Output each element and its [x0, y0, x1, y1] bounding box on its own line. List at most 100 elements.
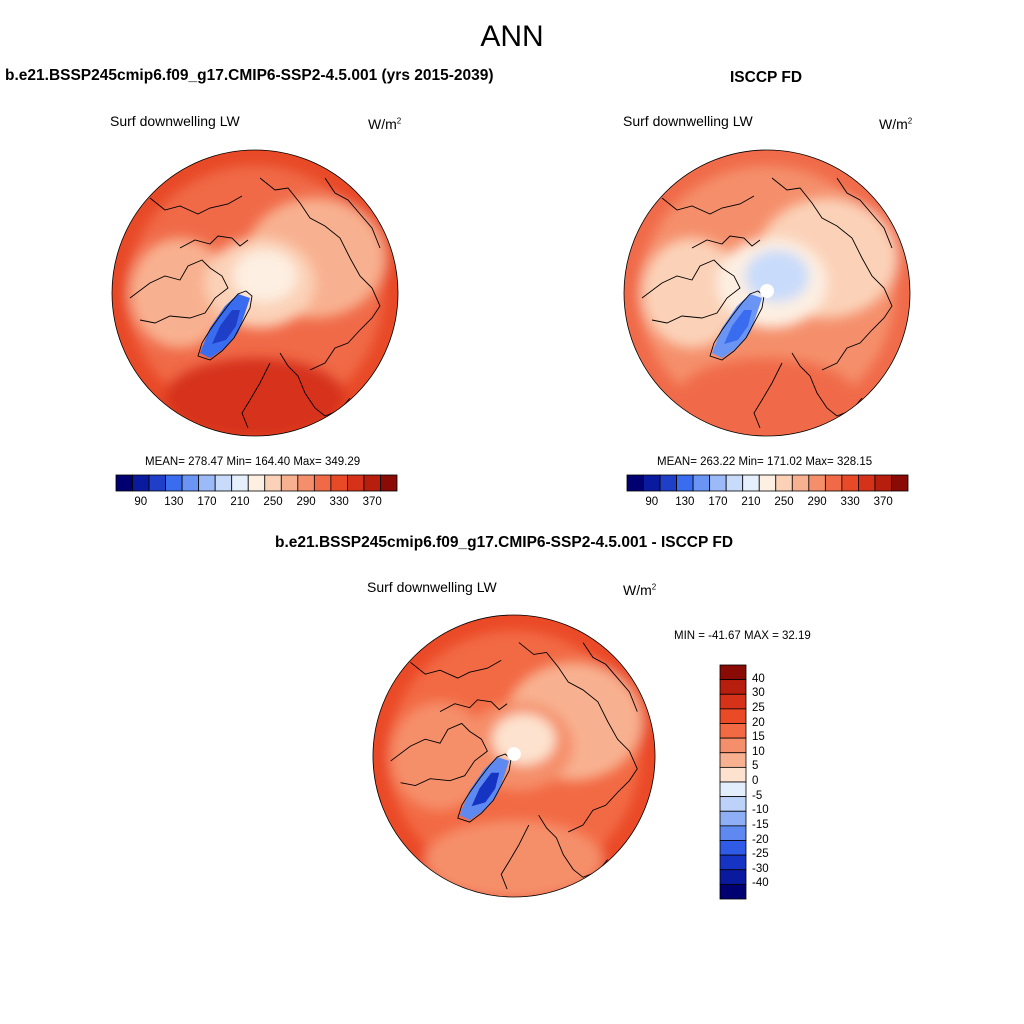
- obs-colorbar-tick-label: 250: [774, 496, 794, 508]
- coastline-arctic-islands: [179, 235, 249, 249]
- diff-polar-map: [372, 614, 656, 898]
- coastline-greenland: [197, 290, 253, 361]
- model-colorbar-swatch: [247, 474, 266, 492]
- diff-colorbar-swatch: [719, 737, 747, 754]
- model-colorbar-swatch: [264, 474, 282, 492]
- model-colorbar-swatch: [330, 474, 348, 492]
- model-variable-label: Surf downwelling LW: [110, 113, 240, 129]
- coastline-atlantic-europe: [753, 362, 783, 429]
- obs-colorbar-swatch: [824, 474, 843, 492]
- field-atlantic: [165, 358, 345, 436]
- diff-colorbar-swatch: [719, 840, 747, 856]
- model-colorbar-tick-label: 130: [164, 496, 184, 508]
- obs-colorbar-swatch: [858, 474, 876, 492]
- diff-stats: MIN = -41.67 MAX = 32.19: [674, 630, 811, 642]
- diff-colorbar-tick-label: 30: [752, 687, 765, 700]
- diff-colorbar: [719, 664, 747, 900]
- map-border: [111, 149, 399, 437]
- diff-colorbar-tick-label: -15: [752, 818, 769, 831]
- diff-colorbar-swatch: [719, 693, 747, 710]
- model-colorbar-tick-label: 290: [296, 496, 316, 508]
- model-colorbar-swatch: [181, 474, 200, 492]
- field-pole: [492, 713, 556, 765]
- obs-colorbar-swatch: [676, 474, 694, 492]
- coastline-eurasia-north: [518, 642, 638, 833]
- diff-colorbar-tick-label: -10: [752, 804, 769, 817]
- model-colorbar-tick-label: 250: [263, 496, 283, 508]
- diff-colorbar-swatch: [719, 869, 747, 885]
- model-colorbar-swatch: [165, 474, 183, 492]
- model-colorbar-swatch: [198, 474, 216, 492]
- field-contours: [624, 150, 910, 436]
- obs-colorbar-tick-label: 290: [807, 496, 827, 508]
- obs-panel-title: ISCCP FD: [730, 69, 803, 86]
- field-greenland-core: [471, 772, 500, 807]
- coastline-atlantic-europe: [241, 362, 271, 429]
- obs-colorbar-tick-label: 370: [873, 496, 893, 508]
- diff-colorbar-swatch: [719, 854, 747, 871]
- diff-colorbar-swatch: [719, 766, 747, 783]
- diff-colorbar-tick-label: -40: [752, 877, 769, 890]
- diff-colorbar-tick-label: 15: [752, 731, 765, 744]
- model-colorbar-ticks: 90 130 170 210 250 290 330 370: [116, 496, 397, 510]
- diff-panel-title: b.e21.BSSP245cmip6.f09_g17.CMIP6-SSP2-4.…: [275, 534, 734, 551]
- field-contours: [112, 150, 398, 436]
- diff-variable-label: Surf downwelling LW: [367, 579, 497, 595]
- model-colorbar-swatch: [280, 474, 299, 492]
- model-colorbar: [115, 474, 398, 492]
- diff-colorbar-swatch: [719, 664, 747, 681]
- coastline-arctic-islands: [439, 699, 508, 713]
- pole-hole: [760, 284, 774, 298]
- diff-colorbar-swatch: [719, 781, 747, 798]
- obs-colorbar-swatch: [709, 474, 727, 492]
- obs-colorbar-tick-label: 90: [645, 496, 659, 508]
- coastline-north-america: [390, 722, 488, 787]
- page-title: ANN: [480, 20, 544, 53]
- obs-colorbar-swatch: [758, 474, 777, 492]
- field-greenland-core: [212, 310, 240, 344]
- map-field: [372, 614, 656, 898]
- coastlines: [641, 177, 893, 429]
- diff-colorbar-swatch: [719, 796, 747, 812]
- model-colorbar-tick-label: 210: [230, 496, 250, 508]
- model-colorbar-swatch: [148, 474, 166, 492]
- model-colorbar-swatch: [363, 474, 381, 492]
- obs-stats: MEAN= 263.22 Min= 171.02 Max= 328.15: [657, 456, 873, 468]
- model-polar-map: [111, 149, 399, 437]
- coastline-arctic-islands: [691, 235, 761, 249]
- map-border: [372, 614, 656, 898]
- coastlines: [390, 642, 638, 890]
- field-america: [642, 238, 742, 348]
- coastline-atlantic-europe: [500, 824, 530, 890]
- coastline-pacific: [410, 659, 502, 679]
- field-atlantic: [425, 820, 603, 898]
- field-atlantic: [677, 358, 857, 436]
- coastline-north-america: [129, 259, 229, 324]
- diff-colorbar-tick-label: 5: [752, 760, 759, 773]
- model-units-label: W/m2: [368, 116, 402, 132]
- diff-colorbar-swatch: [719, 708, 747, 724]
- model-colorbar-swatch: [132, 474, 150, 492]
- diff-colorbar-swatch: [719, 825, 747, 841]
- obs-colorbar-swatch: [808, 474, 826, 492]
- obs-colorbar-swatch: [626, 474, 644, 492]
- obs-colorbar-ticks: 90 130 170 210 250 290 330 370: [627, 496, 908, 510]
- coastline-pacific: [149, 195, 243, 215]
- diff-colorbar-tick-label: 25: [752, 701, 765, 714]
- diff-colorbar-swatch: [719, 679, 747, 695]
- model-colorbar-tick-label: 170: [197, 496, 217, 508]
- diff-colorbar-tick-label: 10: [752, 745, 765, 758]
- map-border: [623, 149, 911, 437]
- diff-colorbar-swatch: [719, 723, 747, 739]
- model-stats: MEAN= 278.47 Min= 164.40 Max= 349.29: [145, 456, 361, 468]
- diff-colorbar-tick-label: 0: [752, 775, 759, 787]
- model-colorbar-swatch: [115, 474, 133, 492]
- model-colorbar-swatch: [214, 474, 233, 492]
- field-pole: [745, 250, 809, 302]
- obs-colorbar-tick-label: 330: [840, 496, 860, 508]
- diff-colorbar-tick-label: -20: [752, 833, 769, 846]
- diff-colorbar-swatch: [719, 883, 747, 900]
- obs-units-label: W/m2: [879, 116, 913, 132]
- obs-polar-map: [623, 149, 911, 437]
- diff-units-label: W/m2: [623, 582, 657, 598]
